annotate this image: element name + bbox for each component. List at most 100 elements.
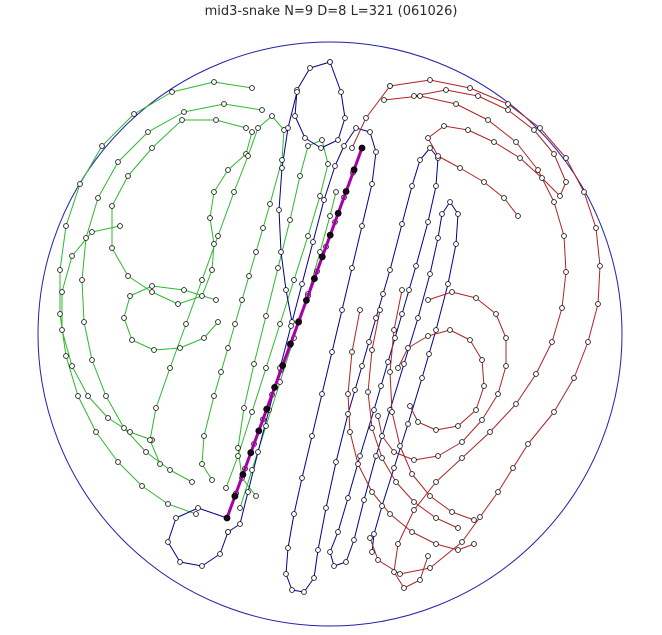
vertex-marker bbox=[495, 489, 501, 495]
vertex-marker bbox=[406, 287, 412, 293]
vertex-marker bbox=[563, 269, 569, 275]
vertex-marker bbox=[329, 349, 335, 355]
vertex-marker bbox=[249, 85, 255, 91]
vertex-marker bbox=[177, 559, 183, 565]
vertex-marker bbox=[597, 263, 603, 269]
vertex-marker bbox=[331, 563, 337, 569]
vertex-marker bbox=[297, 173, 303, 179]
vertex-marker bbox=[379, 433, 385, 439]
vertex-marker bbox=[285, 545, 291, 551]
vertex-marker bbox=[371, 407, 377, 413]
vertex-marker bbox=[292, 113, 298, 119]
vertex-marker bbox=[189, 479, 195, 485]
vertex-marker bbox=[263, 423, 269, 429]
vertex-marker bbox=[417, 157, 423, 163]
vertex-marker bbox=[467, 85, 473, 91]
vertex-marker bbox=[391, 569, 397, 575]
vertex-marker bbox=[363, 115, 369, 121]
highlight-node-marker bbox=[279, 362, 287, 370]
vertex-marker bbox=[539, 175, 545, 181]
vertex-marker bbox=[277, 321, 283, 327]
vertex-marker bbox=[255, 125, 261, 131]
vertex-marker bbox=[467, 337, 473, 343]
vertex-marker bbox=[399, 311, 405, 317]
vertex-marker bbox=[481, 179, 487, 185]
vertex-marker bbox=[595, 301, 601, 307]
vertex-marker bbox=[251, 361, 257, 367]
vertex-marker bbox=[405, 421, 411, 427]
vertex-marker bbox=[351, 537, 357, 543]
vertex-marker bbox=[425, 135, 431, 141]
vertex-marker bbox=[581, 189, 587, 195]
vertex-marker bbox=[179, 117, 185, 123]
vertex-marker bbox=[417, 93, 423, 99]
vertex-marker bbox=[323, 505, 329, 511]
vertex-marker bbox=[225, 529, 231, 535]
vertex-marker bbox=[531, 127, 537, 133]
vertex-marker bbox=[533, 371, 539, 377]
vertex-marker bbox=[471, 541, 477, 547]
snake-path-right bbox=[367, 309, 459, 529]
vertex-marker bbox=[349, 265, 355, 271]
vertex-marker bbox=[515, 213, 521, 219]
vertex-marker bbox=[413, 263, 419, 269]
highlight-node-marker bbox=[310, 275, 318, 283]
vertex-marker bbox=[510, 465, 516, 471]
vertex-marker bbox=[183, 321, 189, 327]
vertex-marker bbox=[85, 393, 91, 399]
vertex-marker bbox=[375, 413, 381, 419]
vertex-marker bbox=[279, 157, 285, 163]
vertex-marker bbox=[433, 541, 439, 547]
vertex-marker bbox=[249, 467, 255, 473]
vertex-marker bbox=[409, 183, 415, 189]
vertex-marker bbox=[487, 429, 493, 435]
vertex-marker bbox=[213, 117, 219, 123]
vertex-marker bbox=[319, 391, 325, 397]
highlight-node-marker bbox=[263, 405, 271, 413]
vertex-marker bbox=[79, 277, 85, 283]
vertex-marker bbox=[401, 585, 407, 591]
vertex-marker bbox=[405, 345, 411, 351]
vertex-marker bbox=[283, 571, 289, 577]
highlight-mid-line bbox=[225, 147, 364, 519]
vertex-marker bbox=[318, 145, 324, 151]
vertex-marker bbox=[347, 429, 353, 435]
boundary-circle bbox=[37, 41, 623, 627]
vertex-marker bbox=[535, 167, 541, 173]
vertex-marker bbox=[401, 361, 407, 367]
vertex-marker bbox=[471, 517, 477, 523]
vertex-marker bbox=[225, 167, 231, 173]
highlight-node-marker bbox=[334, 209, 342, 217]
vertex-marker bbox=[392, 335, 398, 341]
vertex-marker bbox=[121, 315, 127, 321]
vertex-marker bbox=[375, 557, 381, 563]
vertex-marker bbox=[311, 575, 317, 581]
vertex-marker bbox=[481, 383, 487, 389]
vertex-marker bbox=[345, 495, 351, 501]
vertex-marker bbox=[333, 459, 339, 465]
vertex-marker bbox=[433, 427, 439, 433]
vertex-marker bbox=[77, 181, 83, 187]
vertex-marker bbox=[285, 125, 291, 131]
snake-path-right bbox=[377, 291, 507, 461]
vertex-marker bbox=[369, 425, 375, 431]
vertex-marker bbox=[379, 503, 385, 509]
vertex-marker bbox=[445, 281, 451, 287]
vertex-marker bbox=[299, 475, 305, 481]
vertex-marker bbox=[223, 485, 229, 491]
vertex-marker bbox=[433, 479, 439, 485]
vertex-marker bbox=[407, 403, 413, 409]
snake-path-right bbox=[389, 289, 475, 521]
vertex-marker bbox=[427, 565, 433, 571]
vertex-marker bbox=[153, 405, 159, 411]
vertex-marker bbox=[427, 77, 433, 83]
highlight-node-marker bbox=[271, 383, 279, 391]
vertex-marker bbox=[455, 211, 461, 217]
snake-path-right bbox=[397, 329, 485, 431]
vertex-marker bbox=[513, 139, 519, 145]
vertex-marker bbox=[397, 443, 403, 449]
vertex-marker bbox=[455, 547, 461, 553]
vertex-marker bbox=[473, 407, 479, 413]
vertex-marker bbox=[267, 201, 273, 207]
